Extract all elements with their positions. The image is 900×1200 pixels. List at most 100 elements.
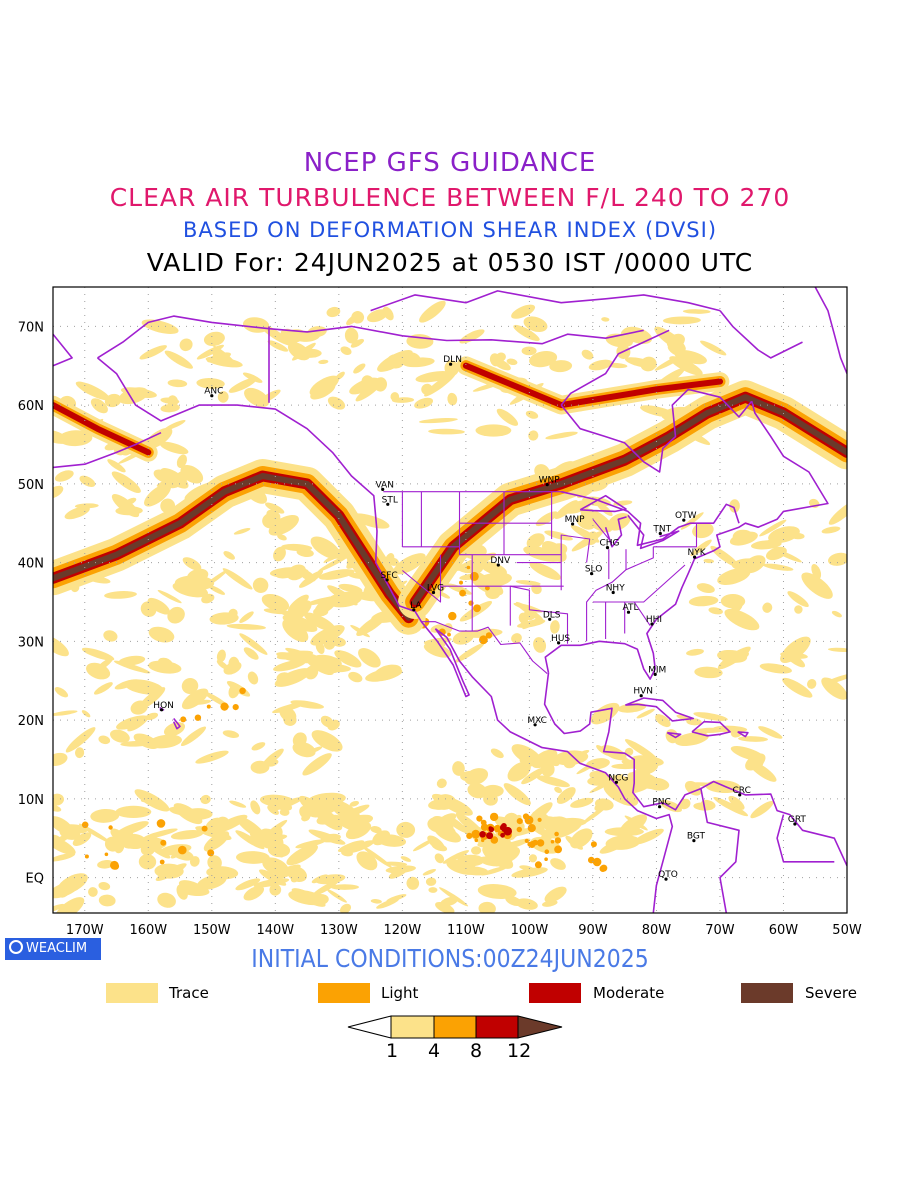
legend-swatch-light [318,983,370,1003]
station-marker [545,483,549,487]
lat-tick-label: 70N [18,320,44,335]
trace-patch [308,829,346,845]
trace-patch [180,726,207,747]
turbulence-speckle [201,825,208,832]
lon-tick-label: 130W [320,923,358,938]
trace-patch [160,397,180,405]
lat-tick-label: 20N [18,714,44,729]
colorbar-tick-1: 1 [386,1040,399,1062]
trace-patch [396,821,416,838]
trace-patch [320,813,336,825]
trace-patch [730,727,743,738]
turbulence-speckle [544,849,550,854]
station-marker [381,487,385,491]
turbulence-speckle [554,837,562,844]
trace-patch [298,570,324,588]
trace-patch [229,800,247,808]
trace-patch [267,805,279,815]
title-line-2: CLEAR AIR TURBULENCE BETWEEN F/L 240 TO … [109,183,791,212]
trace-patch [182,557,202,571]
jet-turbulence-band [53,402,152,456]
trace-patch [176,454,187,469]
trace-patch [157,892,176,908]
trace-patch [86,662,111,680]
station-marker [385,578,389,582]
trace-patch [320,715,334,728]
turbulence-speckle [447,632,451,637]
trace-patch [75,381,110,401]
trace-patch [273,659,307,672]
trace-patch [88,887,98,897]
station-label: HUS [551,634,570,644]
trace-patch [762,563,794,571]
turbulence-speckle [485,632,493,639]
trace-patch [513,324,540,342]
station-marker [692,839,696,843]
trace-patch [194,699,212,705]
trace-patch [402,357,435,368]
trace-patch [400,856,412,862]
trace-patch [490,748,504,759]
trace-patch [247,671,259,685]
trace-patch [531,749,558,769]
trace-patch [282,618,309,643]
turbulence-speckle [592,857,602,867]
trace-patch [624,739,659,762]
station-marker [431,590,436,595]
trace-patch [111,471,141,494]
lon-tick-label: 170W [66,923,104,938]
trace-patch [475,572,512,588]
trace-patch [59,824,89,834]
trace-patch [444,814,468,833]
state-boundary [653,523,698,548]
trace-patch [467,783,488,799]
trace-patch [334,650,362,668]
station-marker [626,610,631,614]
trace-patch [111,494,140,518]
trace-patch [636,708,655,719]
trace-patch [236,851,270,864]
trace-patch [454,643,485,663]
trace-patch [436,778,447,789]
trace-patch [791,532,805,540]
trace-patch [228,608,238,618]
trace-patch [729,499,740,513]
trace-patch [507,761,531,782]
trace-patch [290,700,324,709]
trace-patch [412,839,434,852]
station-label: OTW [675,511,697,521]
coast-line [560,329,670,406]
lon-tick-label: 100W [511,923,549,938]
trace-patch [239,611,254,623]
station-marker [650,622,654,626]
trace-patch [353,363,366,374]
station-marker [658,531,662,536]
trace-patch [503,783,531,806]
trace-patch [550,858,566,870]
trace-patch [545,431,578,440]
trace-patch [118,387,149,405]
trace-patch [144,483,171,507]
trace-patch [700,340,727,356]
trace-patch [291,342,316,361]
trace-patch [310,802,340,818]
trace-patch [536,775,570,788]
trace-patch [549,360,573,373]
trace-patch [213,345,237,366]
station-marker [386,502,390,506]
trace-patch [732,529,754,544]
longitude-labels: 170W 160W 150W 140W 130W 120W 110W 100W 90W 80W 70… [66,923,862,938]
trace-patch [662,316,701,325]
trace-patch [243,647,259,660]
station-label: DNV [490,556,511,566]
trace-patch [624,357,657,369]
trace-turbulence-areas [53,300,847,913]
trace-patch [690,539,712,557]
turbulence-speckle [527,824,536,833]
trace-patch [127,716,149,732]
trace-patch [768,526,800,544]
trace-patch [97,860,115,869]
coast-line [53,431,162,469]
colorbar-tick-12: 12 [507,1040,532,1062]
